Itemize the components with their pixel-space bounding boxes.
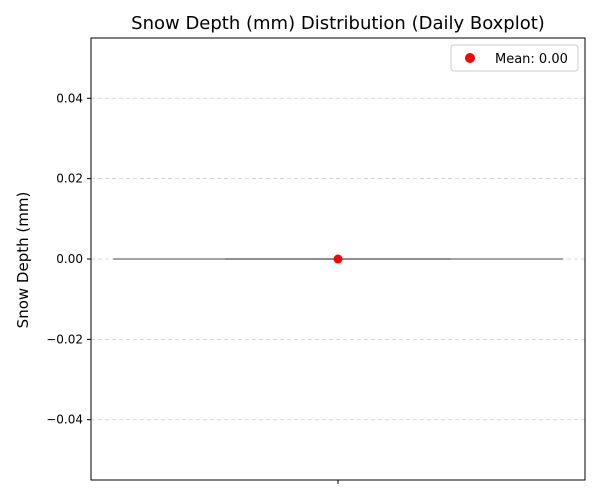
legend-mean-marker (465, 53, 475, 63)
y-axis-ticks: −0.04 −0.02 0.00 0.02 0.04 (46, 91, 91, 427)
box-layer (113, 254, 563, 264)
y-tick-label: 0.00 (56, 252, 83, 266)
chart-title: Snow Depth (mm) Distribution (Daily Boxp… (131, 13, 545, 34)
y-tick-label: −0.04 (46, 413, 83, 427)
y-tick-label: 0.04 (56, 91, 83, 105)
plot-area-frame (90, 37, 586, 481)
legend-box (450, 44, 579, 72)
mean-point (333, 254, 343, 264)
y-tick-label: 0.02 (56, 172, 83, 186)
legend: Mean: 0.00 (450, 44, 579, 72)
legend-entry-mean: Mean: 0.00 (495, 52, 568, 67)
y-tick-label: −0.02 (46, 332, 83, 346)
y-axis-label: Snow Depth (mm) (14, 192, 32, 329)
